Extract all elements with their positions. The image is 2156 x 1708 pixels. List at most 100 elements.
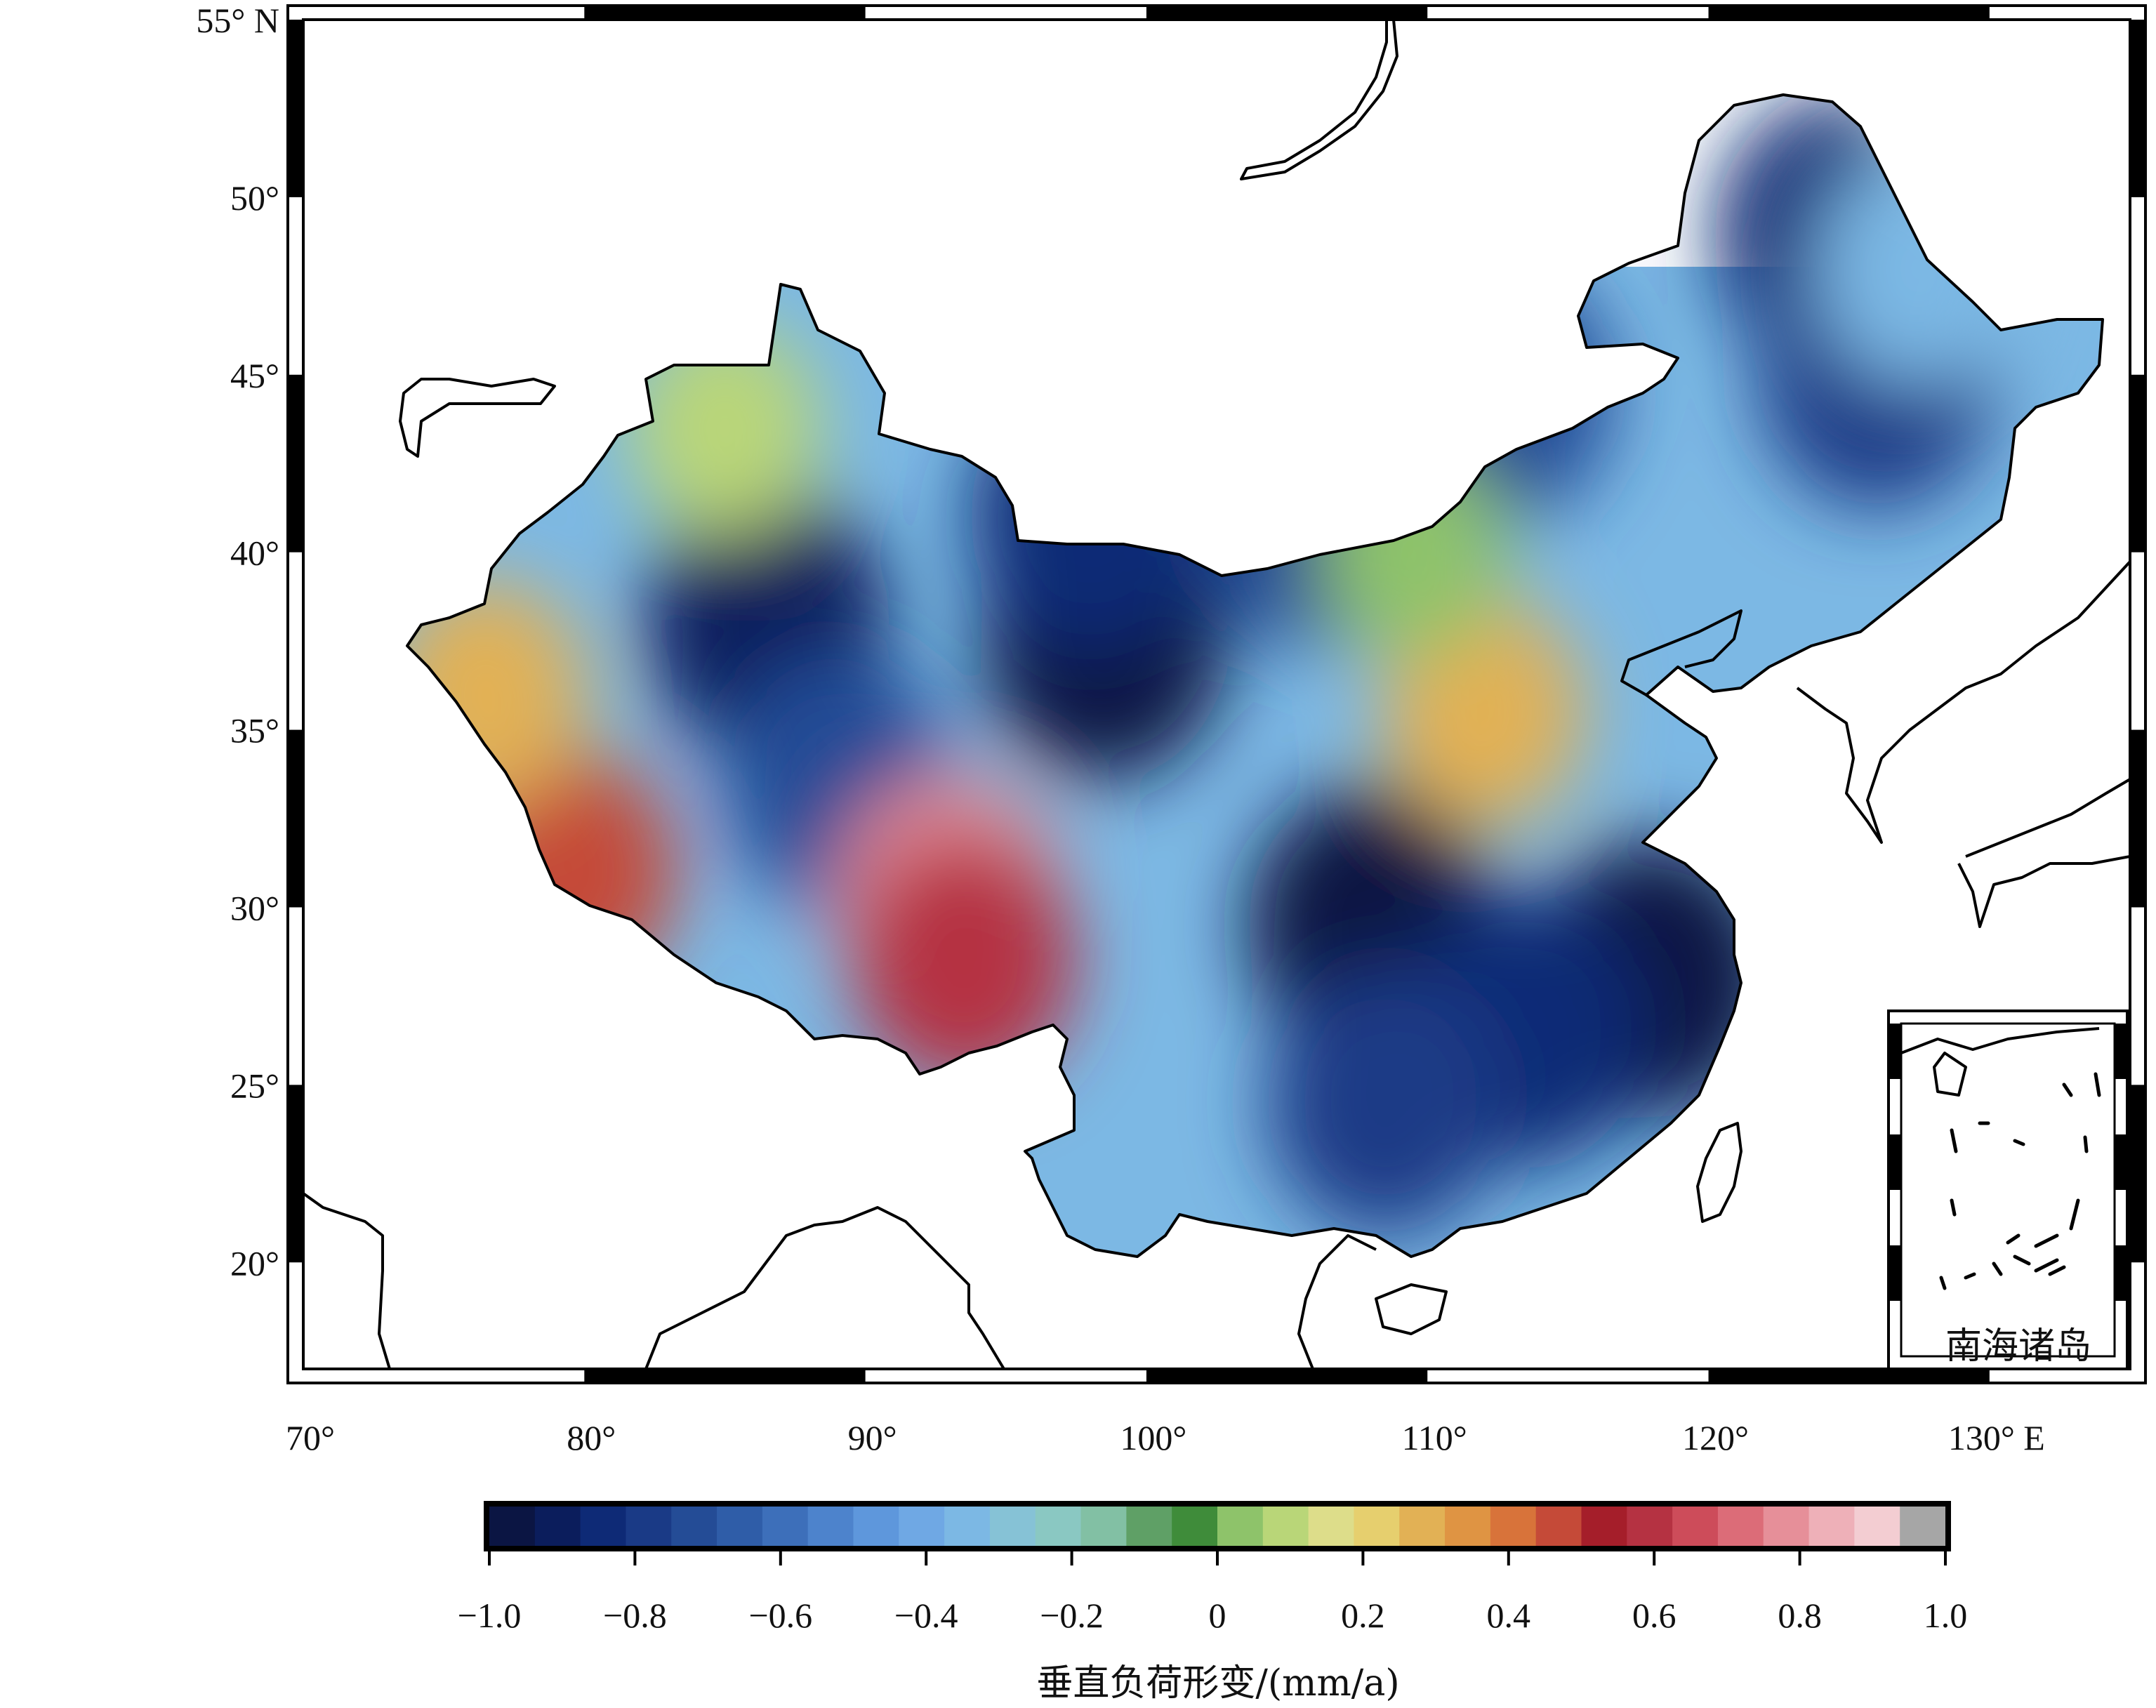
inset-bar: [1889, 1134, 1901, 1190]
colorbar-swatch: [1354, 1507, 1401, 1546]
colorbar-swatch: [1717, 1507, 1764, 1546]
colorbar-title: 垂直负荷形变/(mm/a): [1036, 1662, 1399, 1704]
frame-bar-bottom: [1146, 1369, 1428, 1383]
colorbar-swatch: [989, 1507, 1036, 1546]
colorbar-tick-label: 0: [1209, 1596, 1226, 1635]
colorbar-tick-label: 1.0: [1924, 1596, 1968, 1635]
latitude-tick-label: 20°: [230, 1243, 279, 1283]
southeast-asia-coast: [644, 1206, 1377, 1369]
frame-bar-left: [288, 20, 303, 197]
hainan-coast: [1375, 1283, 1448, 1335]
colorbar-tick-label: −0.4: [894, 1596, 958, 1635]
inset-bar: [2115, 1024, 2127, 1079]
south-china-sea-inset: 南海诸岛: [1887, 1009, 2129, 1370]
longitude-tick-label: 70°: [286, 1418, 335, 1457]
latitude-tick-label: 45°: [230, 356, 279, 395]
colorbar-swatch: [1172, 1507, 1218, 1546]
field-anomaly: [1267, 968, 1504, 1237]
bohai-coast: [1620, 609, 1742, 696]
latitude-tick-labels: 55° N 50° 45° 40° 35° 30° 25° 20°: [196, 1, 279, 1283]
colorbar-swatch: [580, 1507, 627, 1546]
latitude-tick-label: 35°: [230, 711, 279, 750]
frame-bar-right: [2130, 729, 2145, 908]
colorbar-swatch: [1535, 1507, 1582, 1546]
longitude-tick-label: 90°: [848, 1418, 897, 1457]
colorbar-tick-label: 0.4: [1487, 1596, 1531, 1635]
inset-bar: [1889, 1024, 1901, 1079]
colorbar-swatch: [1126, 1507, 1173, 1546]
inset-bar: [2115, 1245, 2127, 1301]
colorbar-swatch: [1399, 1507, 1446, 1546]
inset-islands: [1939, 1072, 2101, 1290]
caspian-coast: [399, 378, 556, 458]
frame-bar-bottom: [584, 1369, 866, 1383]
colorbar-swatch: [1672, 1507, 1719, 1546]
colorbar-swatch: [1217, 1507, 1264, 1546]
colorbar-tick-label: 0.2: [1341, 1596, 1385, 1635]
india-coast: [303, 1192, 391, 1369]
frame-bar-top: [1146, 6, 1428, 20]
colorbar-swatch: [1308, 1507, 1355, 1546]
colorbar-swatch: [1763, 1507, 1810, 1546]
colorbar-tick-label: 0.8: [1778, 1596, 1822, 1635]
colorbar: −1.0 −0.8 −0.6 −0.4 −0.2 0 0.2 0.4 0.6 0.8 1.0 垂直负…: [458, 1501, 1968, 1704]
inset-coastline: [1900, 1027, 2100, 1097]
longitude-tick-label: 80°: [567, 1418, 616, 1457]
colorbar-tick-label: −0.2: [1040, 1596, 1104, 1635]
latitude-tick-label: 55° N: [196, 1, 279, 40]
longitude-tick-label: 130° E: [1948, 1418, 2045, 1457]
colorbar-tick-label: −0.8: [603, 1596, 667, 1635]
latitude-tick-label: 25°: [230, 1066, 279, 1105]
frame-bar-left: [288, 1085, 303, 1263]
colorbar-swatch: [944, 1507, 991, 1546]
field-anomaly: [851, 833, 1076, 1088]
colorbar-swatch: [1627, 1507, 1674, 1546]
japan-coast: [1957, 778, 2130, 928]
frame-bar-top: [584, 6, 866, 20]
colorbar-swatch: [807, 1507, 854, 1546]
colorbar-swatch: [1035, 1507, 1082, 1546]
frame-bar-top: [1708, 6, 1990, 20]
latitude-tick-label: 40°: [230, 534, 279, 573]
colorbar-swatch: [626, 1507, 673, 1546]
longitude-tick-labels: 70° 80° 90° 100° 110° 120° 130° E: [286, 1418, 2045, 1457]
latitude-tick-label: 30°: [230, 888, 279, 927]
inset-bar: [1889, 1245, 1901, 1301]
colorbar-swatch: [1581, 1507, 1628, 1546]
colorbar-swatch: [762, 1507, 809, 1546]
colorbar-swatch: [853, 1507, 900, 1546]
korea-coast: [1796, 560, 2130, 844]
colorbar-tick-label: 0.6: [1632, 1596, 1676, 1635]
frame-bar-right: [2130, 1085, 2145, 1263]
taiwan-coast: [1696, 1122, 1742, 1223]
colorbar-swatches: [489, 1507, 1946, 1546]
longitude-tick-label: 100°: [1120, 1418, 1186, 1457]
colorbar-swatch: [489, 1507, 536, 1546]
colorbar-swatch: [1262, 1507, 1309, 1546]
colorbar-tick-label: −1.0: [458, 1596, 522, 1635]
colorbar-swatch: [1080, 1507, 1127, 1546]
frame-bar-bottom: [1708, 1369, 1990, 1383]
colorbar-swatch: [899, 1507, 946, 1546]
colorbar-swatch: [1490, 1507, 1537, 1546]
colorbar-ticks: −1.0 −0.8 −0.6 −0.4 −0.2 0 0.2 0.4 0.6 0.8 1.0: [458, 1549, 1968, 1635]
frame-bar-right: [2130, 20, 2145, 197]
inset-bar: [2115, 1134, 2127, 1190]
colorbar-swatch: [1445, 1507, 1491, 1546]
colorbar-swatch: [1808, 1507, 1856, 1546]
frame-bar-left: [288, 729, 303, 908]
colorbar-tick-label: −0.6: [748, 1596, 812, 1635]
longitude-tick-label: 120°: [1682, 1418, 1749, 1457]
latitude-tick-label: 50°: [230, 178, 279, 218]
colorbar-swatch: [671, 1507, 718, 1546]
colorbar-swatch: [1900, 1507, 1946, 1546]
colorbar-swatch: [534, 1507, 581, 1546]
longitude-tick-label: 110°: [1402, 1418, 1467, 1457]
frame-bar-right: [2130, 374, 2145, 552]
frame-bar-left: [288, 374, 303, 552]
inset-label: 南海诸岛: [1945, 1325, 2091, 1368]
sakhalin-coast: [1240, 20, 1398, 180]
field-anomaly: [628, 319, 821, 537]
colorbar-swatch: [717, 1507, 763, 1546]
colorbar-swatch: [1854, 1507, 1901, 1546]
